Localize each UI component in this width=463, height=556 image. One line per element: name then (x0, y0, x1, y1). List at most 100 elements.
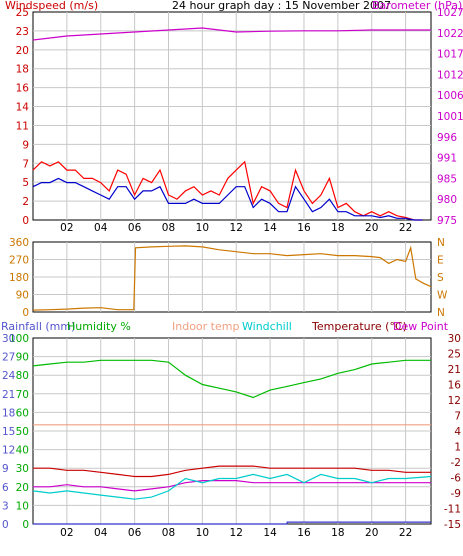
rainfall-tick-label: 21 (2, 389, 15, 401)
wind-x-tick-label: 22 (399, 222, 412, 234)
windspeed-tick-label: 7 (22, 158, 29, 170)
temperature-tick-label: 4 (454, 426, 461, 438)
direction-grid (33, 242, 431, 312)
rainfall-axis-label: Rainfall (mm) (1, 320, 75, 333)
temperature-tick-label: -15 (444, 519, 461, 531)
humidity-tick-label: 20 (16, 482, 29, 494)
temp-x-tick-label: 22 (399, 527, 412, 539)
temp-series-line-3 (33, 480, 431, 492)
temperature-axis-label: Temperature (°C) (311, 320, 407, 333)
barometer-tick-label: 996 (437, 132, 457, 144)
barometer-tick-label: 991 (437, 153, 457, 165)
humidity-tick-label: 30 (16, 463, 29, 475)
temperature-tick-label: -6 (451, 473, 462, 485)
wind-series (32, 27, 431, 221)
rainfall-tick-label: 30 (2, 333, 15, 345)
humidity-tick-label: 0 (22, 519, 29, 531)
direction-series-line-0 (32, 245, 432, 311)
temp-x-tick-label: 04 (94, 527, 108, 539)
temp-x-tick-label: 20 (365, 527, 378, 539)
rainfall-tick-label: 12 (2, 445, 15, 457)
temp-x-tick-label: 02 (60, 527, 73, 539)
temp-series-line-0 (32, 359, 431, 399)
humidity-tick-label: 60 (16, 407, 29, 419)
direction-tick-label: 360 (9, 237, 29, 249)
dewpoint-axis-label: Dew Point (393, 320, 449, 333)
temp-ticks: 0 10 20 30 40 50 60 70 80 90 100 0 3 6 9 12 15 18 21 24 27 30… (2, 333, 461, 539)
windspeed-tick-label: 0 (22, 215, 29, 227)
wind-x-tick-label: 18 (331, 222, 344, 234)
wind-x-tick-label: 02 (60, 222, 73, 234)
temperature-tick-label: 30 (448, 333, 461, 345)
humidity-axis-label: Humidity % (67, 320, 131, 333)
temperature-tick-label: 12 (448, 395, 461, 407)
barometer-tick-label: 985 (437, 173, 457, 185)
temperature-tick-label: -9 (451, 488, 461, 500)
direction-tick-label: 90 (16, 290, 29, 302)
wind-x-tick-label: 06 (128, 222, 142, 234)
wind-x-tick-label: 14 (263, 222, 277, 234)
rainfall-tick-label: 3 (2, 500, 9, 512)
humidity-tick-label: 90 (16, 352, 29, 364)
humidity-tick-label: 70 (16, 389, 29, 401)
direction-tick-label: 270 (9, 255, 29, 267)
temp-series-line-4 (32, 473, 432, 500)
humidity-tick-label: 40 (16, 445, 29, 457)
compass-tick-label: W (437, 290, 448, 302)
rainfall-tick-label: 18 (2, 407, 15, 419)
temp-x-tick-label: 12 (230, 527, 243, 539)
windspeed-axis-label: Windspeed (m/s) (5, 0, 98, 12)
chart-title: 24 hour graph day : 15 November 2007 (172, 0, 391, 12)
windspeed-tick-label: 25 (16, 7, 29, 19)
barometer-tick-label: 1022 (437, 28, 463, 40)
wind-x-tick-label: 04 (94, 222, 108, 234)
wind-x-tick-label: 20 (365, 222, 378, 234)
temperature-tick-label: 16 (448, 380, 462, 392)
humidity-tick-label: 10 (16, 500, 29, 512)
windspeed-tick-label: 14 (16, 102, 30, 114)
rainfall-tick-label: 0 (2, 519, 9, 531)
compass-tick-label: S (437, 272, 444, 284)
temp-x-tick-label: 10 (196, 527, 209, 539)
temp-x-tick-label: 16 (297, 527, 311, 539)
barometer-tick-label: 980 (437, 194, 457, 206)
rainfall-tick-label: 27 (2, 352, 15, 364)
wind-series-line-1 (32, 177, 423, 221)
wind-x-tick-label: 10 (196, 222, 209, 234)
windspeed-tick-label: 5 (22, 177, 29, 189)
barometer-tick-label: 1027 (437, 7, 463, 19)
windchill-label: Windchill (242, 320, 292, 333)
temp-x-tick-label: 14 (263, 527, 277, 539)
compass-tick-label: N (437, 307, 445, 319)
rainfall-tick-label: 9 (2, 463, 9, 475)
windspeed-tick-label: 20 (16, 45, 29, 57)
wind-x-tick-label: 08 (162, 222, 175, 234)
humidity-tick-label: 100 (9, 333, 29, 345)
windspeed-tick-label: 16 (16, 83, 30, 95)
temperature-tick-label: 7 (454, 411, 461, 423)
wind-ticks: 0257911141618202325975980985991996100110… (16, 7, 463, 234)
compass-tick-label: N (437, 237, 445, 249)
windspeed-tick-label: 11 (16, 120, 29, 132)
rainfall-tick-label: 6 (2, 482, 9, 494)
temperature-tick-label: -11 (444, 504, 461, 516)
humidity-tick-label: 80 (16, 370, 29, 382)
barometer-tick-label: 975 (437, 215, 457, 227)
wind-panel-frame (32, 11, 432, 221)
wind-grid (33, 12, 431, 220)
rainfall-tick-label: 15 (2, 426, 15, 438)
temperature-tick-label: 21 (448, 364, 461, 376)
windspeed-tick-label: 18 (16, 64, 29, 76)
temp-x-tick-label: 08 (162, 527, 175, 539)
windspeed-tick-label: 23 (16, 26, 29, 38)
indoor-temp-label: Indoor temp (172, 320, 239, 333)
windspeed-tick-label: 2 (22, 196, 29, 208)
humidity-tick-label: 50 (16, 426, 29, 438)
wind-series-line-0 (32, 160, 423, 221)
barometer-tick-label: 1012 (437, 69, 463, 81)
temp-series-line-2 (33, 465, 431, 478)
temp-series (32, 359, 432, 525)
temp-x-tick-label: 18 (331, 527, 344, 539)
temp-grid (33, 338, 431, 524)
